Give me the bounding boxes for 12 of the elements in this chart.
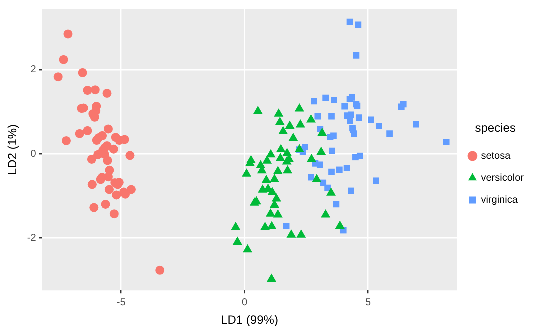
legend-label: virginica (481, 194, 518, 206)
legend-label: versicolor (481, 172, 525, 184)
y-tick-label: -2 (27, 232, 37, 244)
y-tick-label: 2 (30, 64, 37, 76)
x-tick-label: 0 (242, 297, 248, 308)
y-axis-title: LD2 (1%) (6, 124, 20, 176)
y-tick-label: 0 (30, 148, 37, 160)
x-axis-title: LD1 (99%) (221, 313, 278, 328)
x-tick-label: -5 (116, 297, 126, 308)
legend-label: setosa (481, 150, 512, 162)
x-tick-label: 5 (366, 297, 372, 308)
legend-title: species (475, 121, 516, 136)
